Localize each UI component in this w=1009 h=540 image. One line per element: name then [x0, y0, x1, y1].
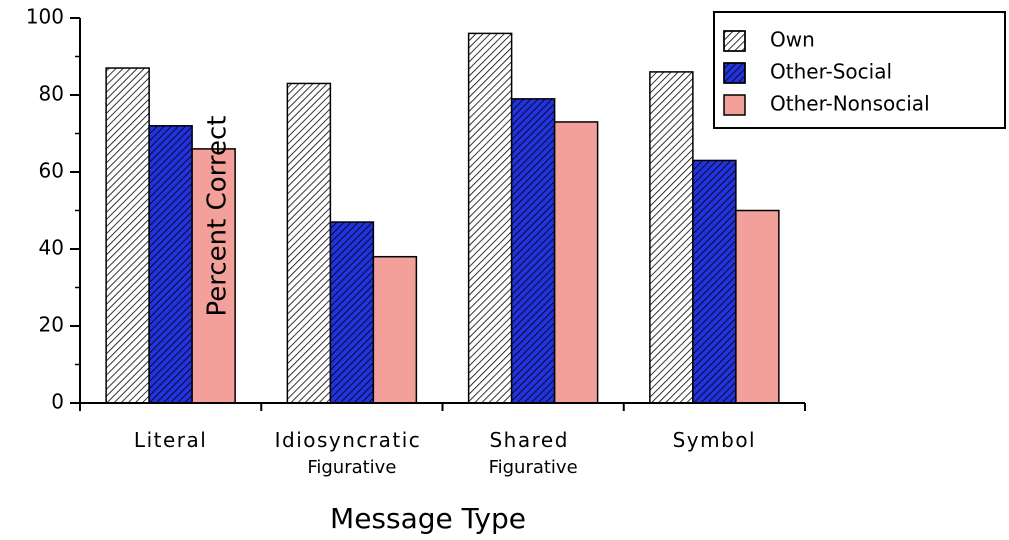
- y-tick-label: 0: [51, 390, 64, 414]
- legend-label: Own: [770, 28, 815, 52]
- bar-hatch: [649, 71, 694, 404]
- legend-swatch: [723, 94, 746, 116]
- bar: [553, 121, 599, 404]
- bar: [467, 32, 513, 404]
- y-tick-label: 20: [39, 313, 64, 337]
- legend-label: Other-Social: [770, 60, 892, 84]
- bar: [692, 159, 737, 404]
- legend-box: [713, 11, 1006, 129]
- bar: [510, 98, 556, 404]
- x-axis-title: Message Type: [330, 502, 526, 535]
- bar: [191, 148, 236, 404]
- bar-hatch: [105, 67, 150, 404]
- bar-hatch: [510, 98, 556, 404]
- bar: [372, 255, 418, 404]
- legend-swatch-hatch: [723, 62, 746, 84]
- bar: [148, 125, 193, 404]
- x-tick-label: Shared Figurative: [489, 428, 578, 479]
- y-axis-title: Percent Correct: [203, 116, 233, 317]
- bar-hatch: [692, 159, 737, 404]
- bar: [735, 209, 780, 404]
- bar: [329, 221, 375, 404]
- bar: [286, 82, 332, 404]
- legend-swatch-hatch: [723, 30, 746, 52]
- bar-hatch: [329, 221, 375, 404]
- bar-hatch: [467, 32, 513, 404]
- legend-label: Other-Nonsocial: [770, 92, 930, 116]
- y-tick-label: 100: [26, 5, 64, 29]
- bar: [105, 67, 150, 404]
- y-tick-label: 60: [39, 159, 64, 183]
- y-tick-label: 80: [39, 82, 64, 106]
- x-tick-label: Idiosyncratic Figurative: [275, 428, 430, 479]
- bar-hatch: [286, 82, 332, 404]
- x-tick-label: Symbol: [673, 428, 757, 452]
- bar-hatch: [148, 125, 193, 404]
- x-tick-label: Literal: [134, 428, 207, 452]
- y-tick-label: 40: [39, 236, 64, 260]
- bar: [649, 71, 694, 404]
